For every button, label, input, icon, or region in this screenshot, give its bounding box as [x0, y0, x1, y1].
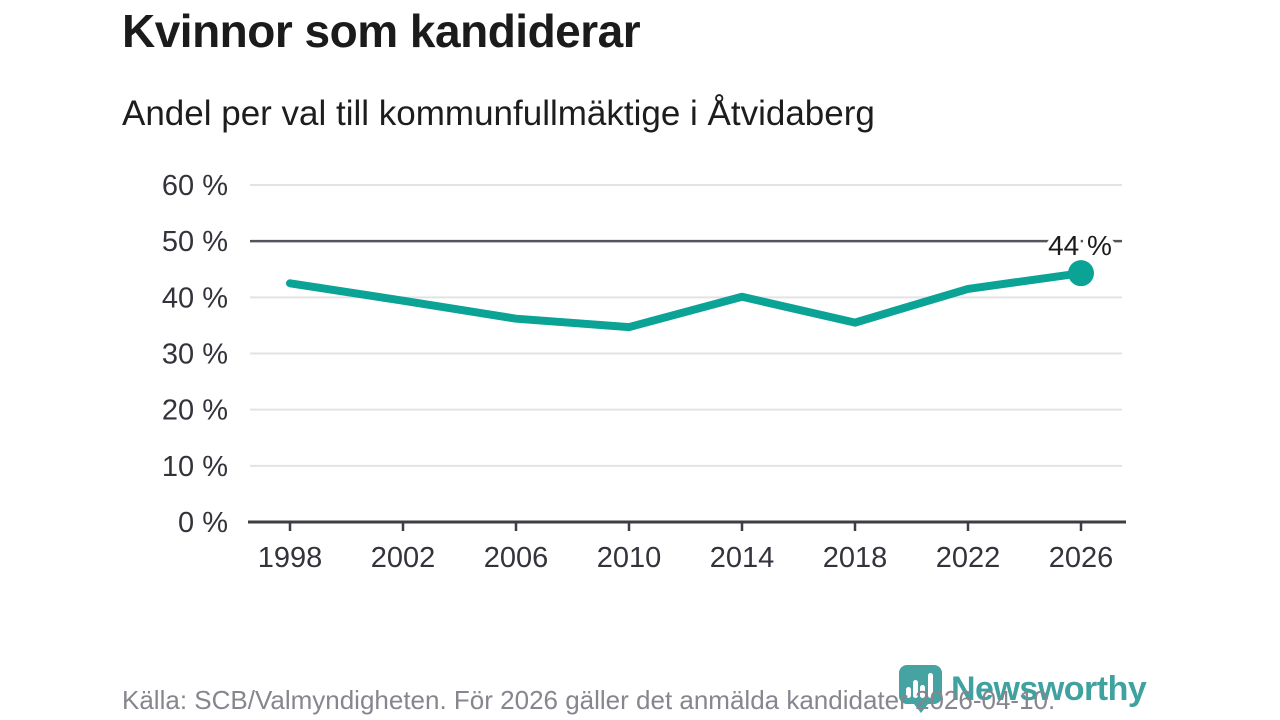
y-tick-label: 20 % — [162, 395, 228, 427]
y-tick-label: 60 % — [162, 170, 228, 202]
newsworthy-logo-text: Newsworthy — [951, 670, 1147, 708]
x-tick-label: 2026 — [1049, 542, 1114, 574]
y-tick-label: 0 % — [178, 507, 228, 539]
x-tick-label: 2014 — [710, 542, 775, 574]
newsworthy-bubble-chart-icon — [899, 665, 942, 713]
chart-subtitle: Andel per val till kommunfullmäktige i Å… — [122, 94, 875, 133]
x-tick-label: 2006 — [484, 542, 549, 574]
logo-bar-1 — [906, 687, 911, 698]
logo-bar-3 — [920, 685, 925, 698]
x-tick-label: 2022 — [936, 542, 1001, 574]
source-note: Källa: SCB/Valmyndigheten. För 2026 gäll… — [122, 685, 1056, 715]
y-tick-label: 30 % — [162, 339, 228, 371]
page-title: Kvinnor som kandiderar — [122, 5, 641, 57]
y-tick-label: 40 % — [162, 282, 228, 314]
x-tick-label: 2010 — [597, 542, 662, 574]
y-tick-label: 10 % — [162, 451, 228, 483]
newsworthy-logo[interactable]: Newsworthy — [898, 664, 1147, 714]
end-point-marker — [1068, 260, 1094, 287]
end-value-label: 44 % — [1048, 230, 1112, 261]
x-tick-label: 2002 — [371, 542, 436, 574]
x-tick-label: 1998 — [258, 542, 323, 574]
y-tick-label: 50 % — [162, 226, 228, 258]
logo-bar-2 — [913, 680, 918, 698]
data-line-series — [286, 269, 1085, 332]
x-tick-label: 2018 — [823, 542, 888, 574]
logo-bar-4 — [928, 673, 933, 698]
